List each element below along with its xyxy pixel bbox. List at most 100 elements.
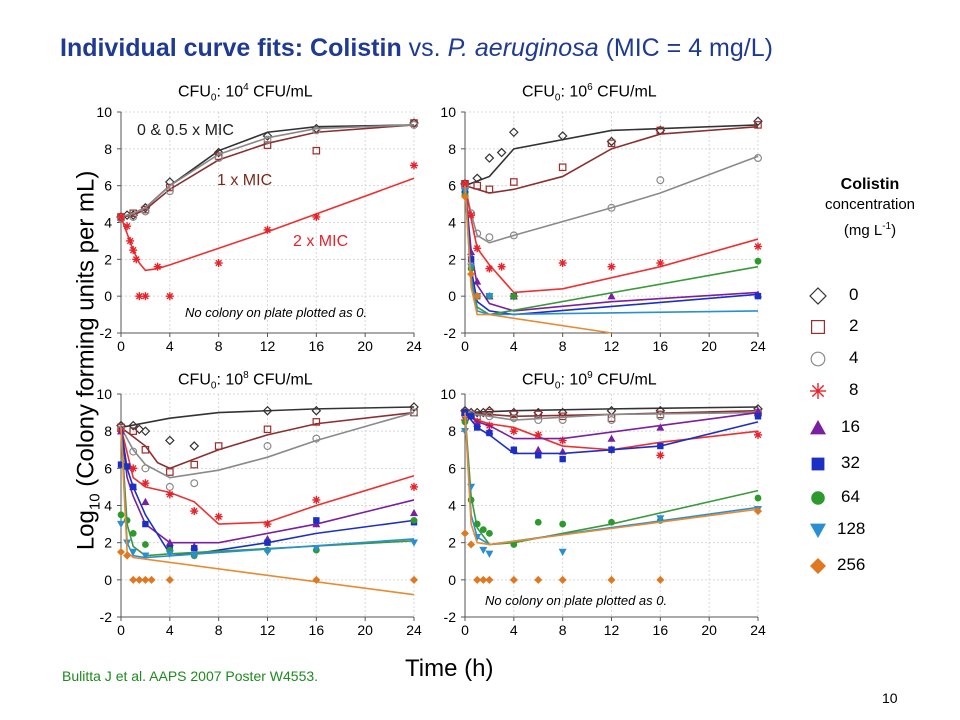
data-point-8: [656, 259, 665, 268]
data-point-2: [214, 442, 223, 450]
data-point-8: [485, 264, 494, 273]
data-point-8: [153, 262, 162, 271]
data-point-0: [262, 131, 273, 141]
data-point-64: [473, 520, 481, 528]
legend-marker-16: [810, 420, 826, 435]
legend-label: 4: [849, 348, 859, 367]
data-point-32: [191, 545, 198, 552]
x-tick-label: 20: [701, 622, 717, 638]
data-point-128: [558, 548, 567, 556]
data-point-0: [311, 405, 322, 416]
data-point-32: [461, 409, 469, 416]
annotation-0-half-mic: 0 & 0.5 x MIC: [137, 122, 234, 139]
data-point-64: [534, 518, 542, 526]
legend-label: 8: [849, 380, 859, 399]
data-point-256: [129, 575, 138, 584]
data-point-8: [497, 262, 506, 271]
legend: Colistin concentration (mg L-1): [790, 176, 950, 242]
legend-marker-32: [811, 457, 825, 471]
data-point-4: [312, 126, 321, 135]
data-point-8: [129, 464, 138, 473]
data-point-4: [558, 416, 567, 425]
y-tick-label: 4: [104, 498, 112, 514]
y-tick-label: 4: [448, 498, 456, 514]
data-point-8: [129, 246, 138, 255]
data-point-32: [130, 483, 137, 491]
data-point-8: [754, 430, 762, 439]
data-point-4: [214, 154, 223, 163]
fit-line-256: [464, 412, 759, 546]
x-tick-label: 24: [406, 622, 422, 638]
data-point-32: [123, 463, 131, 470]
data-point-128: [117, 520, 125, 529]
y-tick-label: 4: [104, 215, 112, 231]
data-point-8: [126, 236, 135, 245]
data-point-4: [165, 187, 174, 196]
data-point-16: [473, 277, 482, 285]
data-point-8: [656, 451, 665, 460]
legend-label: 128: [837, 519, 866, 538]
data-point-32: [313, 517, 320, 524]
title-organism: P. aeruginosa: [447, 34, 599, 62]
x-tick-label: 8: [559, 622, 567, 638]
series-2: [461, 121, 762, 194]
data-point-32: [754, 413, 762, 420]
fit-line-4: [464, 411, 759, 421]
data-point-0: [128, 420, 139, 431]
data-point-64: [410, 516, 418, 524]
data-point-32: [467, 256, 475, 263]
data-point-8: [263, 225, 272, 234]
fit-line-2: [120, 411, 415, 470]
data-point-8: [165, 292, 174, 301]
data-point-0: [508, 127, 519, 138]
fit-line-0: [464, 406, 759, 414]
data-point-2: [141, 445, 150, 454]
note-no-colony-2: No colony on plate plotted as 0.: [485, 593, 668, 608]
data-point-128: [165, 550, 174, 558]
data-point-4: [656, 176, 665, 185]
data-point-8: [558, 259, 567, 268]
data-point-2: [129, 427, 138, 435]
data-point-256: [312, 575, 321, 584]
y-tick-label: 8: [448, 423, 456, 439]
x-tick-label: 12: [604, 338, 620, 354]
data-point-0: [484, 153, 495, 163]
y-tick-label: 6: [448, 460, 456, 476]
title-part1: Individual curve fits: Colistin: [60, 34, 402, 62]
data-point-64: [510, 292, 518, 300]
data-point-8: [165, 490, 174, 499]
series-4: [116, 408, 419, 491]
x-tick-label: 12: [604, 622, 620, 638]
legend-marker-square-icon: [811, 457, 825, 471]
data-point-32: [608, 446, 615, 453]
y-tick-label: 6: [448, 178, 456, 194]
x-tick-label: 12: [260, 622, 276, 638]
data-point-2: [510, 410, 518, 419]
series-256: [117, 427, 418, 596]
citation: Bulitta J et al. AAPS 2007 Poster W4553.: [62, 668, 319, 684]
data-point-8: [214, 259, 223, 268]
data-point-4: [141, 464, 150, 473]
data-point-16: [607, 434, 616, 442]
y-tick-label: 2: [104, 251, 112, 267]
data-point-128: [461, 427, 469, 436]
data-point-4: [165, 482, 174, 491]
x-tick-label: 20: [357, 338, 373, 354]
legend-subtitle: concentration: [824, 196, 916, 213]
data-point-64: [479, 526, 487, 534]
fit-line-4: [120, 124, 415, 218]
legend-title: Colistin: [840, 176, 900, 193]
data-point-16: [165, 538, 174, 546]
data-point-2: [510, 178, 518, 186]
y-tick-label: 2: [448, 535, 456, 551]
data-point-2: [312, 418, 321, 426]
fit-line-64: [120, 427, 415, 557]
data-point-16: [312, 520, 321, 528]
x-tick-label: 4: [510, 338, 518, 354]
y-axis-label: Log10 (Colony forming units per mL): [72, 170, 104, 551]
data-point-8: [410, 161, 418, 170]
fit-line-8: [120, 427, 415, 525]
y-tick-label: -2: [444, 609, 457, 625]
data-point-2: [534, 410, 543, 419]
